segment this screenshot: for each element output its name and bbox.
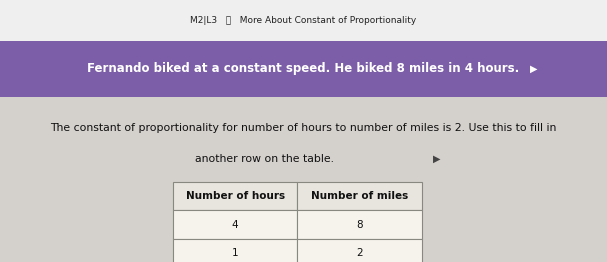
Text: Number of miles: Number of miles [311,191,409,201]
Text: M2|L3   ⓘ   More About Constant of Proportionality: M2|L3 ⓘ More About Constant of Proportio… [191,16,416,25]
Text: Fernando biked at a constant speed. He biked 8 miles in 4 hours.: Fernando biked at a constant speed. He b… [87,62,520,75]
Text: 4: 4 [232,220,239,230]
Bar [173,182,297,210]
Bar [173,239,297,262]
Bar [173,210,297,239]
Text: The constant of proportionality for number of hours to number of miles is 2. Use: The constant of proportionality for numb… [50,123,557,133]
Text: 8: 8 [356,220,363,230]
Bar [297,239,422,262]
Text: ▶: ▶ [433,154,441,163]
Bar [0,41,607,97]
Text: another row on the table.: another row on the table. [195,154,333,163]
Bar [297,210,422,239]
Bar [0,0,607,41]
Text: 2: 2 [356,248,363,258]
Text: ▶: ▶ [531,64,538,74]
Text: Number of hours: Number of hours [186,191,285,201]
Text: 1: 1 [232,248,239,258]
Bar [297,182,422,210]
